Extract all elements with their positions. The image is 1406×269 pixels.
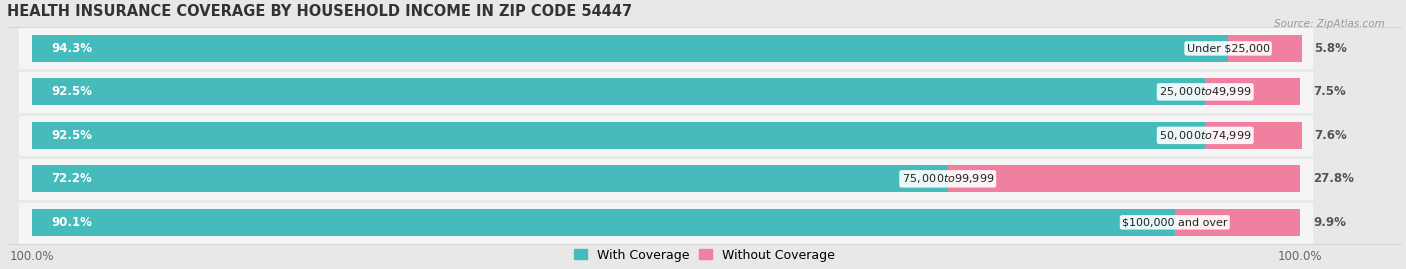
Text: HEALTH INSURANCE COVERAGE BY HOUSEHOLD INCOME IN ZIP CODE 54447: HEALTH INSURANCE COVERAGE BY HOUSEHOLD I… [7, 4, 631, 19]
Text: $75,000 to $99,999: $75,000 to $99,999 [901, 172, 994, 185]
Text: 7.6%: 7.6% [1315, 129, 1347, 142]
Text: 27.8%: 27.8% [1313, 172, 1354, 185]
Text: $50,000 to $74,999: $50,000 to $74,999 [1159, 129, 1251, 142]
Bar [32, 165, 948, 192]
Bar [20, 157, 1313, 201]
Text: 9.9%: 9.9% [1313, 216, 1346, 229]
Text: $100,000 and over: $100,000 and over [1122, 217, 1227, 227]
Text: 72.2%: 72.2% [51, 172, 91, 185]
Bar [32, 35, 1227, 62]
Text: 7.5%: 7.5% [1313, 85, 1346, 98]
Text: 5.8%: 5.8% [1315, 42, 1347, 55]
Text: 90.1%: 90.1% [51, 216, 91, 229]
Bar [20, 114, 1313, 157]
Bar [20, 201, 1313, 244]
Bar [1175, 209, 1301, 236]
Bar [20, 70, 1313, 114]
Bar [1205, 78, 1301, 105]
Bar [1205, 122, 1302, 149]
Bar [1227, 35, 1302, 62]
Text: Source: ZipAtlas.com: Source: ZipAtlas.com [1274, 19, 1385, 29]
Bar [20, 27, 1313, 70]
Bar [32, 78, 1205, 105]
Text: Under $25,000: Under $25,000 [1187, 43, 1270, 54]
Text: 92.5%: 92.5% [51, 85, 91, 98]
Text: $25,000 to $49,999: $25,000 to $49,999 [1159, 85, 1251, 98]
Bar [948, 165, 1301, 192]
Bar [32, 122, 1205, 149]
Bar [32, 209, 1175, 236]
Legend: With Coverage, Without Coverage: With Coverage, Without Coverage [569, 244, 839, 267]
Text: 92.5%: 92.5% [51, 129, 91, 142]
Text: 94.3%: 94.3% [51, 42, 91, 55]
